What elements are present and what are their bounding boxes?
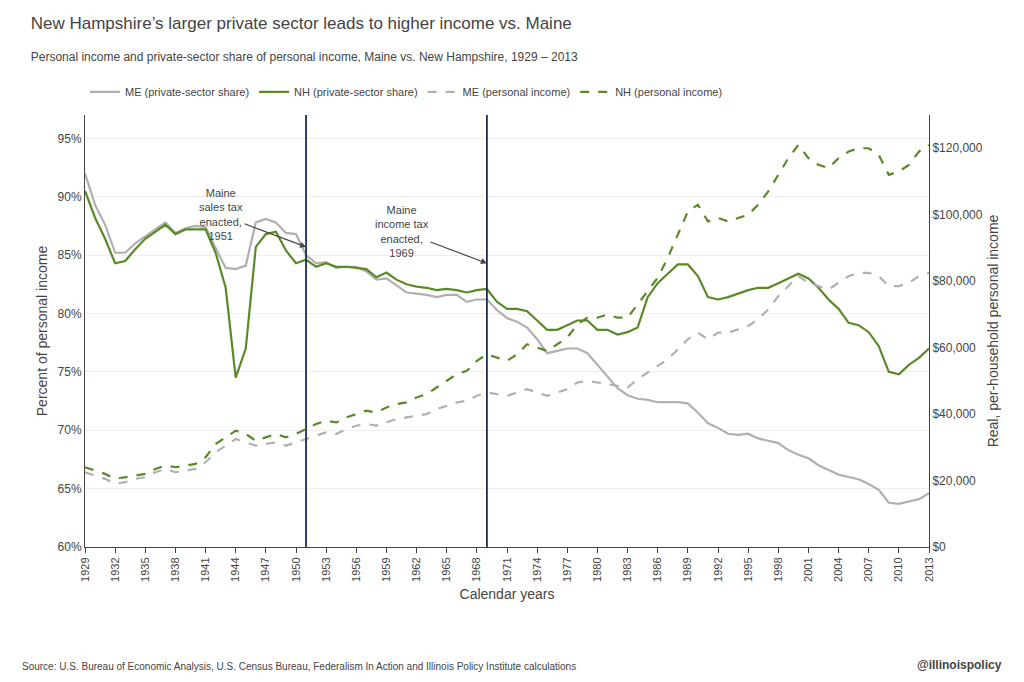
svg-text:Mainesales taxenacted,1951: Mainesales taxenacted,1951 bbox=[199, 187, 243, 242]
svg-text:65%: 65% bbox=[58, 482, 82, 496]
svg-text:1974: 1974 bbox=[531, 557, 543, 581]
svg-text:85%: 85% bbox=[58, 248, 82, 262]
svg-text:80%: 80% bbox=[58, 307, 82, 321]
svg-text:$120,000: $120,000 bbox=[932, 141, 982, 155]
svg-text:1953: 1953 bbox=[320, 557, 332, 581]
svg-text:2007: 2007 bbox=[862, 557, 874, 581]
svg-text:95%: 95% bbox=[58, 132, 82, 146]
svg-text:1932: 1932 bbox=[109, 557, 121, 581]
svg-text:1971: 1971 bbox=[501, 557, 513, 581]
svg-text:@illinoispolicy: @illinoispolicy bbox=[917, 658, 1002, 672]
svg-text:70%: 70% bbox=[58, 423, 82, 437]
svg-text:Percent of personal income: Percent of personal income bbox=[34, 246, 50, 417]
svg-text:$40,000: $40,000 bbox=[932, 407, 976, 421]
svg-text:1956: 1956 bbox=[350, 557, 362, 581]
svg-text:ME (personal income): ME (personal income) bbox=[463, 86, 571, 98]
svg-text:$80,000: $80,000 bbox=[932, 274, 976, 288]
svg-text:Real, per-household personal i: Real, per-household personal income bbox=[985, 214, 1001, 447]
svg-text:1989: 1989 bbox=[681, 557, 693, 581]
svg-text:$100,000: $100,000 bbox=[932, 208, 982, 222]
svg-text:ME (private-sector share): ME (private-sector share) bbox=[125, 86, 249, 98]
svg-text:90%: 90% bbox=[58, 190, 82, 204]
svg-text:NH (private-sector share): NH (private-sector share) bbox=[294, 86, 417, 98]
svg-text:Calendar years: Calendar years bbox=[460, 586, 555, 602]
svg-text:1998: 1998 bbox=[772, 557, 784, 581]
svg-text:1959: 1959 bbox=[380, 557, 392, 581]
svg-text:1938: 1938 bbox=[169, 557, 181, 581]
svg-text:1929: 1929 bbox=[79, 557, 91, 581]
svg-text:New Hampshire’s larger private: New Hampshire’s larger private sector le… bbox=[31, 14, 572, 33]
svg-text:1977: 1977 bbox=[561, 557, 573, 581]
svg-text:2013: 2013 bbox=[923, 557, 935, 581]
svg-text:NH (personal income): NH (personal income) bbox=[615, 86, 722, 98]
svg-text:1980: 1980 bbox=[591, 557, 603, 581]
svg-text:2010: 2010 bbox=[892, 557, 904, 581]
svg-text:1995: 1995 bbox=[742, 557, 754, 581]
svg-text:$20,000: $20,000 bbox=[932, 474, 976, 488]
svg-text:$60,000: $60,000 bbox=[932, 341, 976, 355]
svg-text:1992: 1992 bbox=[712, 557, 724, 581]
svg-text:1962: 1962 bbox=[410, 557, 422, 581]
svg-text:1944: 1944 bbox=[229, 557, 241, 581]
svg-text:2001: 2001 bbox=[802, 557, 814, 581]
svg-text:2004: 2004 bbox=[832, 557, 844, 581]
svg-text:Personal income and private-se: Personal income and private-sector share… bbox=[31, 50, 578, 64]
svg-text:Maineincome taxenacted,1969: Maineincome taxenacted,1969 bbox=[375, 204, 429, 259]
svg-text:1965: 1965 bbox=[440, 557, 452, 581]
svg-text:1968: 1968 bbox=[470, 557, 482, 581]
svg-text:1986: 1986 bbox=[651, 557, 663, 581]
svg-text:60%: 60% bbox=[58, 540, 82, 554]
svg-text:1950: 1950 bbox=[290, 557, 302, 581]
svg-text:1983: 1983 bbox=[621, 557, 633, 581]
svg-text:75%: 75% bbox=[58, 365, 82, 379]
svg-text:1935: 1935 bbox=[139, 557, 151, 581]
svg-text:Source: U.S. Bureau of Economi: Source: U.S. Bureau of Economic Analysis… bbox=[22, 661, 576, 672]
svg-text:1947: 1947 bbox=[259, 557, 271, 581]
svg-text:$0: $0 bbox=[932, 540, 946, 554]
svg-text:1941: 1941 bbox=[199, 557, 211, 581]
